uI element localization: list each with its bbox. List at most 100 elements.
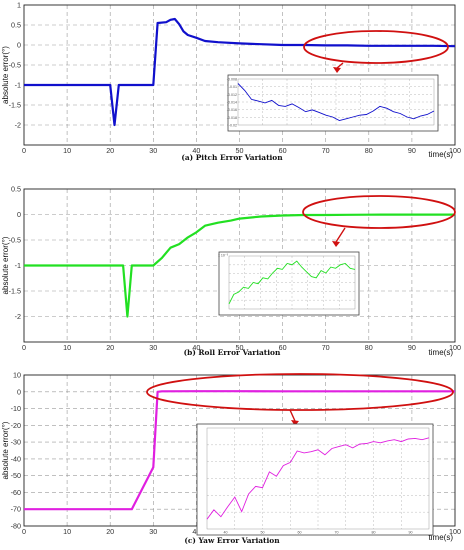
x-tick-label: 0 <box>22 146 26 155</box>
inset-y-tick-label: -0.008 <box>227 78 237 82</box>
x-tick-label: 20 <box>106 527 114 536</box>
inset-frame <box>218 251 360 316</box>
y-tick-label: -1.5 <box>9 287 21 296</box>
x-tick-label: 30 <box>149 146 157 155</box>
x-tick-label: 30 <box>149 343 157 352</box>
inset-axes <box>237 78 435 126</box>
callout-arrowhead <box>333 67 341 73</box>
yaw-panel: 0102030405060708090100100-10-20-30-40-50… <box>1 371 461 546</box>
roll-panel: 0 10 20 30 40 50 60 70 80 90 100 0.5 0 -0.5 -1 -1.5 -2 ab… <box>1 185 461 358</box>
y-tick-label: 0 <box>17 210 21 219</box>
inset-x-tick-label: 80 <box>372 531 376 535</box>
x-tick-label: 60 <box>279 146 287 155</box>
y-axis-label: absolute error(°) <box>1 236 10 294</box>
callout-arrow <box>289 409 296 422</box>
x-tick-label: 100 <box>449 343 461 352</box>
y-tick-label: -70 <box>11 505 21 514</box>
x-tick-label: 80 <box>365 343 373 352</box>
x-tick-label: 0 <box>22 527 26 536</box>
series-line <box>24 17 456 127</box>
x-tick-label: 80 <box>365 146 373 155</box>
x-tick-label: 0 <box>22 343 26 352</box>
y-axis-label: absolute error(°) <box>1 46 10 104</box>
x-tick-label: 70 <box>322 343 330 352</box>
inset-y-tick-label: -0.018 <box>227 116 237 120</box>
inset-frame <box>227 74 439 132</box>
callout-arrowhead <box>332 241 340 247</box>
inset-y-tick-label: -0.012 <box>227 93 237 97</box>
y-tick-label: -0.5 <box>9 61 21 70</box>
y-tick-label: 0.5 <box>11 21 21 30</box>
x-tick-label: 10 <box>63 527 71 536</box>
y-tick-label: -80 <box>11 522 21 531</box>
y-tick-label: 10 <box>13 371 21 380</box>
inset-series-line <box>206 437 430 520</box>
y-tick-label: -0.5 <box>9 236 21 245</box>
zoom-inset: x 10⁻³ <box>218 251 360 316</box>
inset-x-tick-label: 40 <box>224 531 228 535</box>
x-tick-label: 60 <box>279 343 287 352</box>
inset-y-tick-label: -0.016 <box>227 108 237 112</box>
inset-x-tick-label: 60 <box>298 531 302 535</box>
x-tick-label: 100 <box>449 146 461 155</box>
y-tick-label: -60 <box>11 488 21 497</box>
x-tick-label: 10 <box>63 146 71 155</box>
x-axis-label: time(s) <box>429 150 454 159</box>
y-tick-label: -40 <box>11 454 21 463</box>
series-line <box>24 390 455 511</box>
y-tick-label: -20 <box>11 421 21 430</box>
callout-arrow <box>335 227 346 243</box>
x-axis-label: time(s) <box>429 533 454 542</box>
x-tick-label: 50 <box>236 343 244 352</box>
x-tick-label: 20 <box>106 146 114 155</box>
zoom-inset: 40 50 60 70 80 90 <box>196 423 434 536</box>
highlight-ellipse <box>303 30 449 64</box>
y-tick-label: 0.5 <box>11 185 21 194</box>
y-tick-label: -50 <box>11 471 21 480</box>
x-axis-label: time(s) <box>429 348 454 357</box>
x-tick-label: 90 <box>408 343 416 352</box>
callout-arrowhead <box>291 420 299 426</box>
x-tick-label: 70 <box>322 146 330 155</box>
inset-y-tick-label: x 10⁻³ <box>218 254 229 258</box>
y-tick-label: 0 <box>17 387 21 396</box>
inset-x-tick-label: 90 <box>409 531 413 535</box>
inset-series-line <box>237 83 435 121</box>
y-tick-label: 1 <box>17 1 21 10</box>
inset-y-tick-label: -0.014 <box>227 101 237 105</box>
y-tick-label: -10 <box>11 404 21 413</box>
x-tick-label: 40 <box>192 343 200 352</box>
x-tick-label: 40 <box>192 146 200 155</box>
y-tick-label: -1 <box>15 261 21 270</box>
inset-y-tick-label: -0.02 <box>229 124 237 128</box>
inset-axes <box>206 427 430 530</box>
x-tick-label: 20 <box>106 343 114 352</box>
zoom-inset: -0.008 -0.01 -0.012 -0.014 -0.016 -0.018 -0.02 <box>227 74 439 132</box>
panel-title: (b) Roll Error Variation <box>184 348 281 357</box>
inset-y-tick-label: -0.01 <box>229 85 237 89</box>
pitch-panel: 0 10 20 30 40 50 60 70 80 90 100 1 0.5 0 -0.5 -1 -1.5 -2 a… <box>1 1 461 163</box>
highlight-ellipse <box>146 373 454 411</box>
axes-frame <box>23 4 456 146</box>
y-tick-label: -2 <box>15 121 21 130</box>
y-tick-label: -1 <box>15 81 21 90</box>
highlight-ellipse <box>302 195 456 229</box>
callout-arrow <box>336 62 344 69</box>
x-tick-label: 40 <box>192 527 200 536</box>
y-tick-label: 0 <box>17 41 21 50</box>
inset-axes <box>228 255 356 310</box>
inset-series-line <box>228 260 356 305</box>
inset-x-tick-label: 70 <box>335 531 339 535</box>
y-tick-label: -1.5 <box>9 101 21 110</box>
inset-frame <box>196 423 434 536</box>
y-tick-label: -2 <box>15 312 21 321</box>
series-line <box>24 213 455 318</box>
y-tick-label: -30 <box>11 438 21 447</box>
inset-x-tick-label: 50 <box>261 531 265 535</box>
panel-title: (a) Pitch Error Variation <box>181 153 283 162</box>
x-tick-label: 30 <box>149 527 157 536</box>
x-tick-label: 50 <box>236 146 244 155</box>
x-tick-label: 100 <box>449 527 461 536</box>
x-tick-label: 10 <box>63 343 71 352</box>
